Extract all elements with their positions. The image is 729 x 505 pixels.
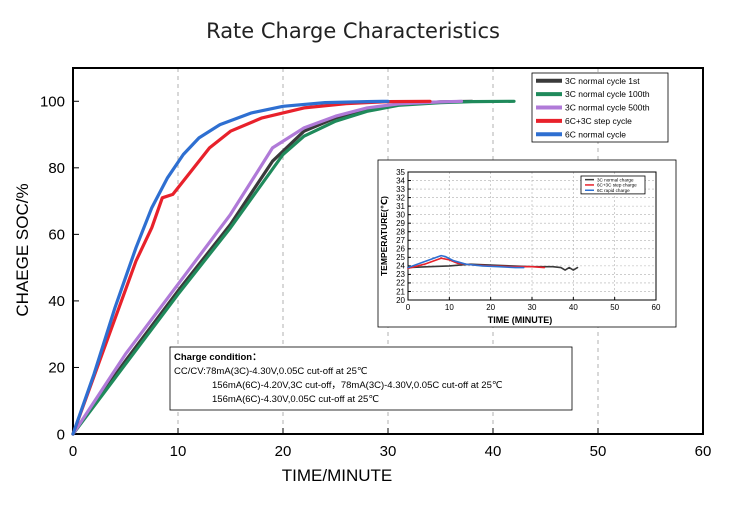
inset-y-tick-label: 28 [396,228,405,237]
inset-series-group [407,254,579,271]
inset-legend-label-3c-normal-charge: 3C normal charge [597,177,634,182]
inset-legend-frame [580,175,646,195]
inset-legend-label-6c-rapid-charge: 6C rapid charge [597,188,630,193]
inset-x-tick-label: 10 [445,303,454,312]
inset-y-tick-label: 21 [396,287,405,296]
main-legend-label-6c-normal-cycle: 6C normal cycle [565,129,626,139]
inset-gridlines [408,172,656,300]
inset-y-tick-label: 24 [396,262,405,271]
inset-x-tick-label: 20 [486,303,495,312]
main-x-tick-label: 50 [590,443,607,460]
main-y-tick-label: 0 [57,426,65,443]
main-legend-label-3c-normal-cycle-500th: 3C normal cycle 500th [565,103,650,113]
main-legend-label-3c-normal-cycle-1st: 3C normal cycle 1st [565,76,640,86]
charge-condition-line-3: 156mA(6C)-4.30V,0.05C cut-off at 25℃ [212,394,379,405]
inset-y-tick-label: 25 [396,253,405,262]
inset-legend-label-6c-3c-step-charge: 6C+3C step charge [597,183,637,188]
charge-condition-line-2: 156mA(6C)-4.20V,3C cut-off，78mA(3C)-4.30… [212,380,503,391]
main-x-tick-label: 60 [695,443,712,460]
inset-y-tick-label: 20 [396,296,405,305]
main-y-tick-label: 100 [40,94,65,111]
main-series-3c-normal-cycle-500th [71,99,464,436]
inset-temperature-chart: 0 10 20 30 40 50 60202122232425262728293031323… [377,159,677,328]
inset-axis-ticks: 0 10 20 30 40 50 60202122232425262728293031323… [396,168,661,312]
charge-condition-heading: Charge condition： [174,352,262,363]
inset-y-tick-label: 32 [396,193,405,202]
inset-y-tick-label: 26 [396,245,405,254]
main-series-6c-3c-step-cycle [71,99,432,436]
inset-y-tick-label: 23 [396,270,405,279]
main-x-axis-label: TIME/MINUTE [282,466,393,485]
main-x-tick-label: 10 [170,443,187,460]
main-y-tick-label: 40 [48,293,65,310]
main-series-6c-normal-cycle [71,99,390,436]
main-x-tick-label: 40 [485,443,502,460]
inset-y-tick-label: 30 [396,210,405,219]
inset-x-tick-label: 30 [528,303,537,312]
charge-condition-box: Charge condition： CC/CV:78mA(3C)-4.30V,0… [169,346,573,411]
inset-x-tick-label: 0 [406,303,411,312]
main-y-axis-label: CHAEGE SOC/% [13,183,32,316]
charge-condition-line-1: CC/CV:78mA(3C)-4.30V,0.05C cut-off at 25… [174,366,368,377]
inset-x-tick-label: 40 [569,303,578,312]
inset-series-6c-rapid-charge [407,254,525,269]
inset-y-tick-label: 31 [396,202,405,211]
inset-y-tick-label: 35 [396,168,405,177]
main-x-tick-label: 20 [275,443,292,460]
inset-y-tick-label: 34 [396,176,405,185]
main-y-tick-label: 60 [48,227,65,244]
chart-title: Rate Charge Characteristics [206,19,500,43]
main-legend: 3C normal cycle 1st 3C normal cycle 100th… [531,72,669,143]
main-y-tick-label: 20 [48,360,65,377]
inset-x-tick-label: 50 [610,303,619,312]
inset-y-tick-label: 29 [396,219,405,228]
main-x-tick-label: 0 [69,443,77,460]
main-x-tick-label: 30 [380,443,397,460]
inset-y-axis-label: TEMPERATURE(℃) [379,196,389,276]
inset-y-tick-label: 22 [396,279,405,288]
inset-x-axis-label: TIME (MINUTE) [488,315,553,325]
main-legend-label-3c-normal-cycle-100th: 3C normal cycle 100th [565,89,650,99]
inset-x-tick-label: 60 [652,303,661,312]
main-y-tick-label: 80 [48,160,65,177]
inset-y-tick-label: 27 [396,236,405,245]
main-legend-label-6c-3c-step-cycle: 6C+3C step cycle [565,116,632,126]
charge-condition-frame [169,346,573,411]
inset-y-tick-label: 33 [396,185,405,194]
main-series-group [71,99,516,436]
